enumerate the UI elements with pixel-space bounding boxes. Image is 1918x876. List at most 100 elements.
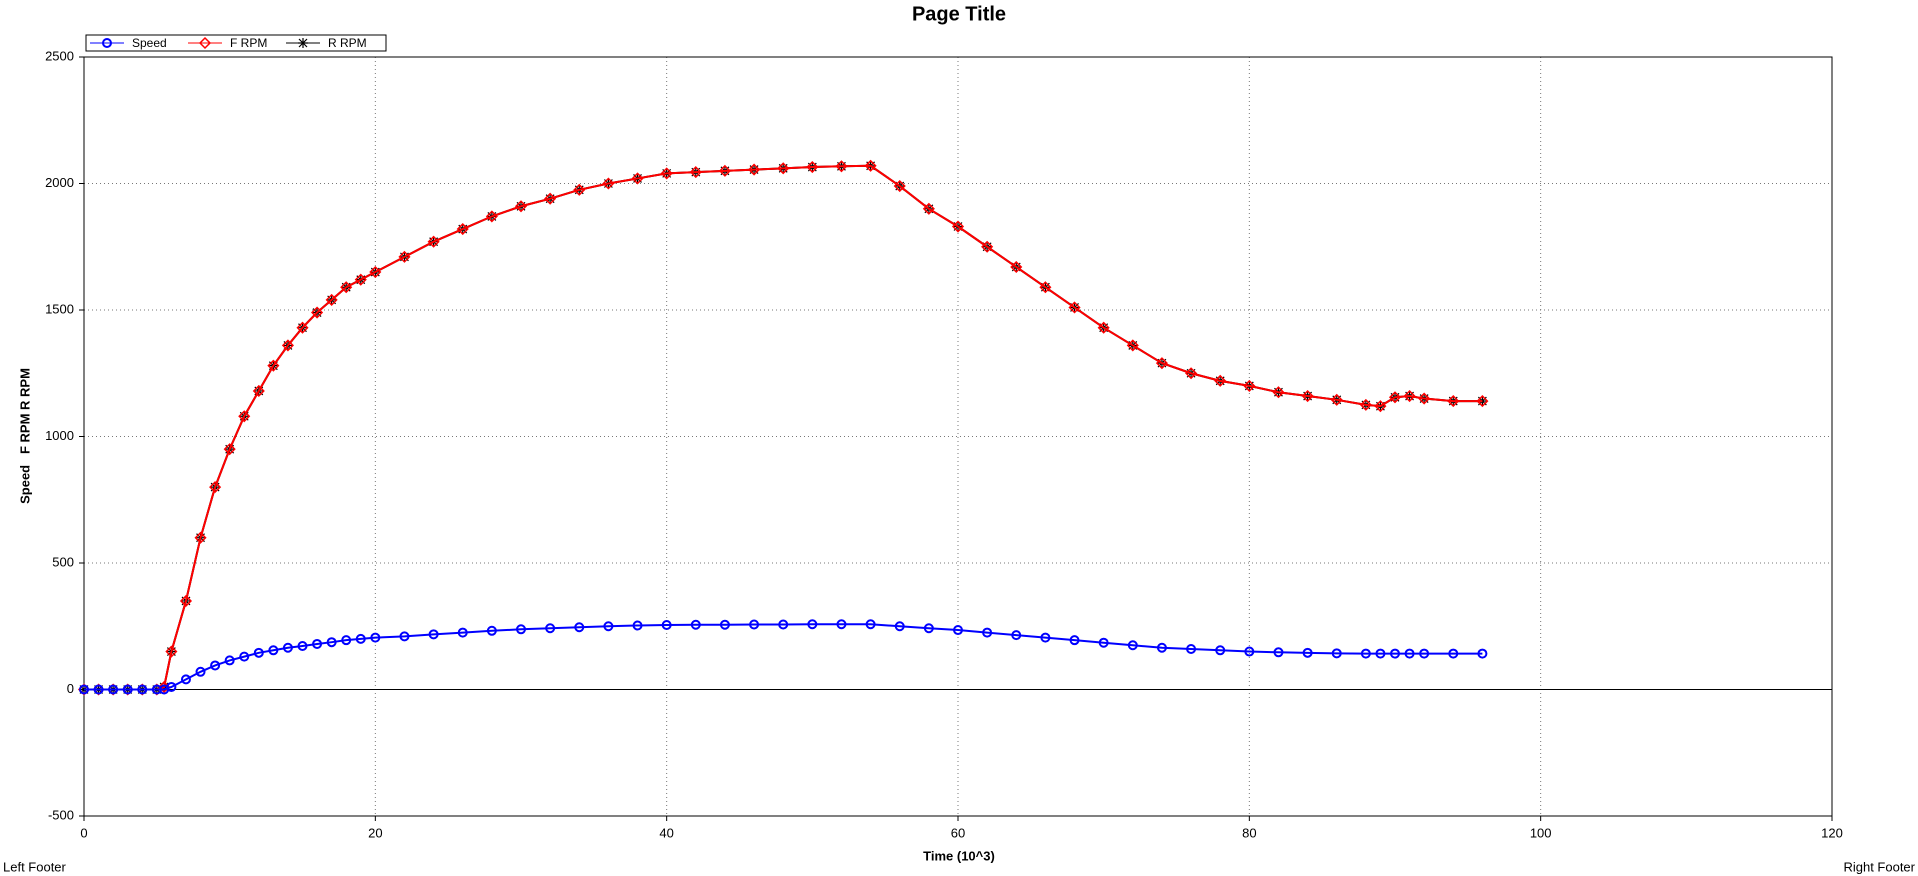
marker bbox=[922, 202, 935, 215]
marker bbox=[574, 622, 585, 633]
marker bbox=[325, 293, 338, 306]
marker bbox=[1272, 386, 1285, 399]
marker bbox=[1039, 281, 1052, 294]
footer-right: Right Footer bbox=[1843, 859, 1915, 874]
marker bbox=[1374, 400, 1387, 413]
marker bbox=[355, 633, 366, 644]
marker bbox=[631, 172, 644, 185]
marker bbox=[354, 273, 367, 286]
marker bbox=[102, 38, 112, 48]
marker bbox=[660, 167, 673, 180]
marker bbox=[1404, 648, 1415, 659]
marker bbox=[223, 443, 236, 456]
marker bbox=[1390, 648, 1400, 659]
marker bbox=[1330, 393, 1343, 406]
marker bbox=[195, 666, 206, 677]
marker bbox=[311, 306, 324, 319]
marker bbox=[1331, 648, 1342, 659]
y-tick-label: 500 bbox=[52, 554, 74, 569]
marker bbox=[864, 159, 877, 172]
plot-frame bbox=[83, 56, 1833, 817]
x-tick-label: 20 bbox=[368, 825, 382, 840]
marker bbox=[951, 220, 965, 233]
marker bbox=[661, 619, 672, 630]
marker bbox=[1359, 398, 1372, 411]
legend-label: R RPM bbox=[328, 36, 367, 50]
marker bbox=[298, 38, 308, 48]
marker bbox=[427, 235, 440, 248]
marker bbox=[718, 164, 731, 177]
marker bbox=[253, 647, 264, 658]
y-tick-label: -500 bbox=[48, 807, 74, 822]
legend-label: F RPM bbox=[230, 36, 267, 50]
marker bbox=[865, 619, 876, 630]
marker bbox=[166, 681, 177, 692]
legend: Speed F RPM R RPM bbox=[85, 34, 387, 52]
marker bbox=[602, 177, 615, 190]
marker bbox=[268, 645, 279, 656]
marker bbox=[836, 619, 847, 630]
marker bbox=[399, 631, 410, 642]
marker bbox=[93, 684, 104, 695]
marker bbox=[239, 651, 250, 662]
marker bbox=[296, 321, 309, 334]
marker bbox=[1215, 645, 1226, 656]
marker bbox=[1156, 642, 1167, 653]
marker bbox=[485, 210, 498, 223]
marker bbox=[1011, 630, 1022, 641]
marker bbox=[312, 638, 323, 649]
marker bbox=[514, 200, 528, 213]
marker bbox=[1068, 301, 1081, 314]
marker bbox=[1476, 395, 1489, 408]
x-tick-label: 80 bbox=[1242, 825, 1256, 840]
marker bbox=[777, 162, 790, 175]
footer-left: Left Footer bbox=[3, 859, 67, 874]
marker bbox=[982, 627, 993, 638]
marker bbox=[632, 620, 643, 631]
marker bbox=[252, 384, 265, 398]
marker bbox=[1069, 635, 1080, 646]
marker bbox=[165, 645, 178, 658]
marker bbox=[1448, 648, 1459, 659]
marker bbox=[457, 627, 468, 638]
marker bbox=[1301, 389, 1314, 403]
marker bbox=[1155, 357, 1168, 370]
legend-box bbox=[85, 34, 387, 52]
marker bbox=[179, 594, 193, 608]
marker bbox=[428, 629, 439, 640]
marker bbox=[137, 684, 148, 695]
marker bbox=[79, 684, 89, 695]
marker bbox=[981, 240, 994, 253]
y-tick-label: 1500 bbox=[45, 301, 74, 316]
marker bbox=[1302, 647, 1313, 658]
marker bbox=[894, 621, 905, 632]
marker bbox=[1403, 389, 1416, 403]
marker bbox=[806, 160, 819, 174]
marker bbox=[544, 192, 557, 205]
marker bbox=[749, 619, 760, 630]
marker bbox=[398, 250, 411, 263]
marker bbox=[1388, 391, 1402, 404]
x-tick-label: 0 bbox=[80, 825, 87, 840]
marker bbox=[1273, 647, 1284, 658]
marker bbox=[1214, 374, 1227, 387]
marker bbox=[778, 619, 789, 630]
marker bbox=[1126, 339, 1139, 352]
marker bbox=[1243, 379, 1256, 392]
marker bbox=[198, 36, 212, 50]
y-tick-label: 2500 bbox=[45, 48, 74, 63]
marker bbox=[545, 623, 556, 634]
marker bbox=[224, 655, 235, 666]
x-axis-label: Time (10^3) bbox=[923, 848, 995, 863]
marker bbox=[1010, 260, 1023, 274]
series-line bbox=[84, 623, 1483, 691]
marker bbox=[1418, 392, 1431, 405]
marker bbox=[486, 625, 497, 636]
marker bbox=[835, 160, 848, 173]
marker bbox=[1419, 648, 1430, 659]
marker bbox=[1244, 646, 1255, 657]
marker bbox=[210, 660, 221, 671]
y-axis-label: Speed F RPM R RPM bbox=[17, 368, 32, 504]
marker bbox=[893, 179, 906, 193]
marker bbox=[456, 222, 469, 236]
